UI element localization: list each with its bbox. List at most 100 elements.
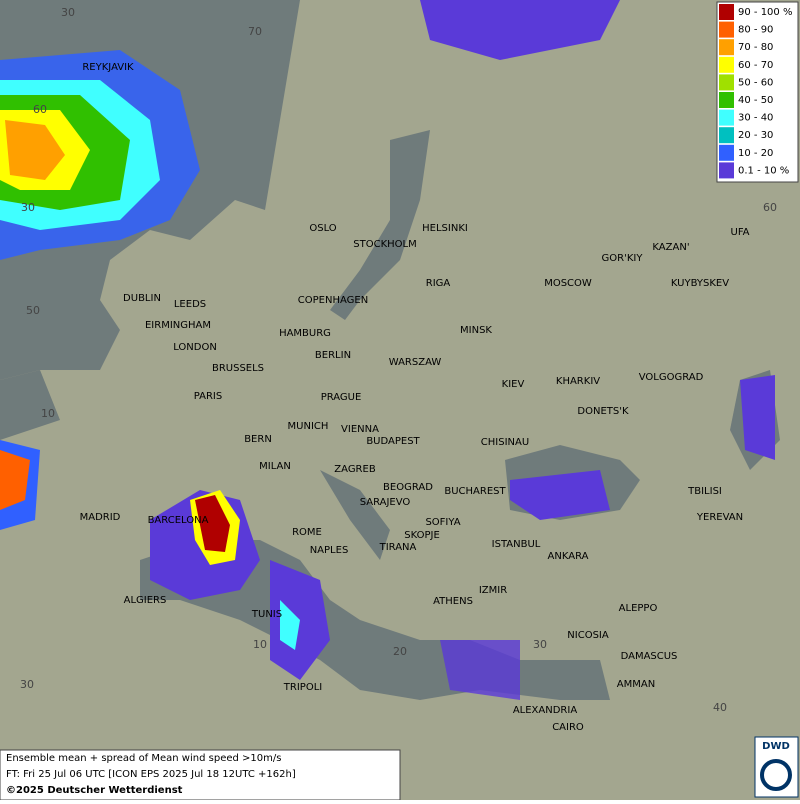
city-label: ISTANBUL [492,539,541,550]
city-label: GOR'KIY [602,253,644,264]
city-label: ATHENS [433,596,473,607]
city-label: YEREVAN [696,512,743,523]
footer-forecast: FT: Fri 25 Jul 06 UTC [ICON EPS 2025 Jul… [6,769,296,780]
grid-label: 30 [533,638,547,651]
city-label: KAZAN' [652,242,689,253]
city-label: MADRID [80,512,121,523]
city-label: BARCELONA [148,515,209,526]
legend-label: 40 - 50 [738,95,773,106]
city-label: SARAJEVO [360,497,411,508]
city-labels: REYKJAVIK DUBLIN LEEDS EIRMINGHAM LONDON BRUS… [80,62,750,733]
city-label: TIRANA [379,542,417,553]
city-label: KIEV [502,379,525,390]
city-label: KHARKIV [556,376,600,387]
legend-label: 90 - 100 % [738,7,792,18]
grid-labels: 30 70 60 30 50 10 60 30 20 10 30 40 [20,6,777,714]
legend-label: 50 - 60 [738,77,773,88]
legend-label: 20 - 30 [738,130,773,141]
legend-swatch [719,74,734,91]
city-label: RIGA [426,278,451,289]
logo: DWD [762,741,790,752]
grid-label: 60 [763,201,777,214]
city-label: DAMASCUS [621,651,678,662]
city-label: PRAGUE [321,392,362,403]
legend-swatch [719,4,734,20]
city-label: ALEPPO [619,603,658,614]
city-label: TBILISI [687,486,722,497]
grid-label: 50 [26,304,40,317]
legend-swatch [719,21,734,38]
grid-label: 40 [713,701,727,714]
legend-swatch [719,39,734,56]
grid-label: 70 [248,25,262,38]
city-label: CAIRO [552,722,584,733]
city-label: UFA [731,227,750,238]
city-label: CHISINAU [481,437,529,448]
grid-label: 10 [253,638,267,651]
city-label: SKOPJE [404,530,440,541]
city-label: VIENNA [341,424,379,435]
legend-swatch [719,56,734,73]
city-label: COPENHAGEN [298,295,368,306]
city-label: BERLIN [315,350,351,361]
city-label: MUNICH [288,421,329,432]
grid-label: 30 [21,201,35,214]
city-label: TRIPOLI [283,682,322,693]
city-label: DONETS'K [577,406,629,417]
grid-label: 60 [33,103,47,116]
city-label: MOSCOW [544,278,592,289]
legend-label: 80 - 90 [738,25,773,36]
grid-label: 30 [61,6,75,19]
legend-swatch [719,109,734,126]
city-label: STOCKHOLM [353,239,416,250]
city-label: LONDON [173,342,217,353]
legend-label: 70 - 80 [738,42,773,53]
city-label: LEEDS [174,299,206,310]
legend-label: 0.1 - 10 % [738,165,789,176]
footer-box [0,749,401,801]
legend-label: 10 - 20 [738,148,773,159]
city-label: ANKARA [548,551,589,562]
city-label: HAMBURG [279,328,331,339]
city-label: BERN [244,434,272,445]
city-label: IZMIR [479,585,507,596]
city-label: VOLGOGRAD [639,372,704,383]
footer-title: Ensemble mean + spread of Mean wind spee… [6,753,281,764]
city-label: ALEXANDRIA [513,705,578,716]
city-label: ALGIERS [124,595,167,606]
city-label: AMMAN [617,679,655,690]
city-label: SOFIYA [425,517,460,528]
copyright: ©2025 Deutscher Wetterdienst [6,785,183,796]
grid-label: 30 [20,678,34,691]
grid-label: 20 [393,645,407,658]
legend: 90 - 100 % 80 - 90 70 - 80 60 - 70 50 - 60 40… [716,1,799,183]
legend-label: 30 - 40 [738,113,773,124]
city-label: ZAGREB [334,464,376,475]
legend-swatch [719,92,734,108]
city-label: HELSINKI [422,223,468,234]
city-label: WARSZAW [389,357,442,368]
city-label: BRUSSELS [212,363,264,374]
city-label: BUCHAREST [444,486,506,497]
city-label: TUNIS [251,609,282,620]
city-label: MILAN [259,461,291,472]
legend-label: 60 - 70 [738,60,773,71]
city-label: ROME [292,527,322,538]
grid-label: 10 [41,407,55,420]
city-label: KUYBYSKEV [671,278,729,289]
city-label: BEOGRAD [383,482,433,493]
city-label: DUBLIN [123,293,161,304]
legend-swatch [719,127,734,144]
city-label: NICOSIA [567,630,609,641]
city-label: BUDAPEST [366,436,420,447]
wind-probability [0,0,775,700]
city-label: MINSK [460,325,492,336]
legend-swatch [719,144,734,161]
logo-swirl [760,759,792,791]
city-label: NAPLES [310,545,349,556]
city-label: REYKJAVIK [82,62,134,73]
city-label: OSLO [309,223,336,234]
city-label: EIRMINGHAM [145,320,211,331]
legend-swatch [719,162,734,179]
